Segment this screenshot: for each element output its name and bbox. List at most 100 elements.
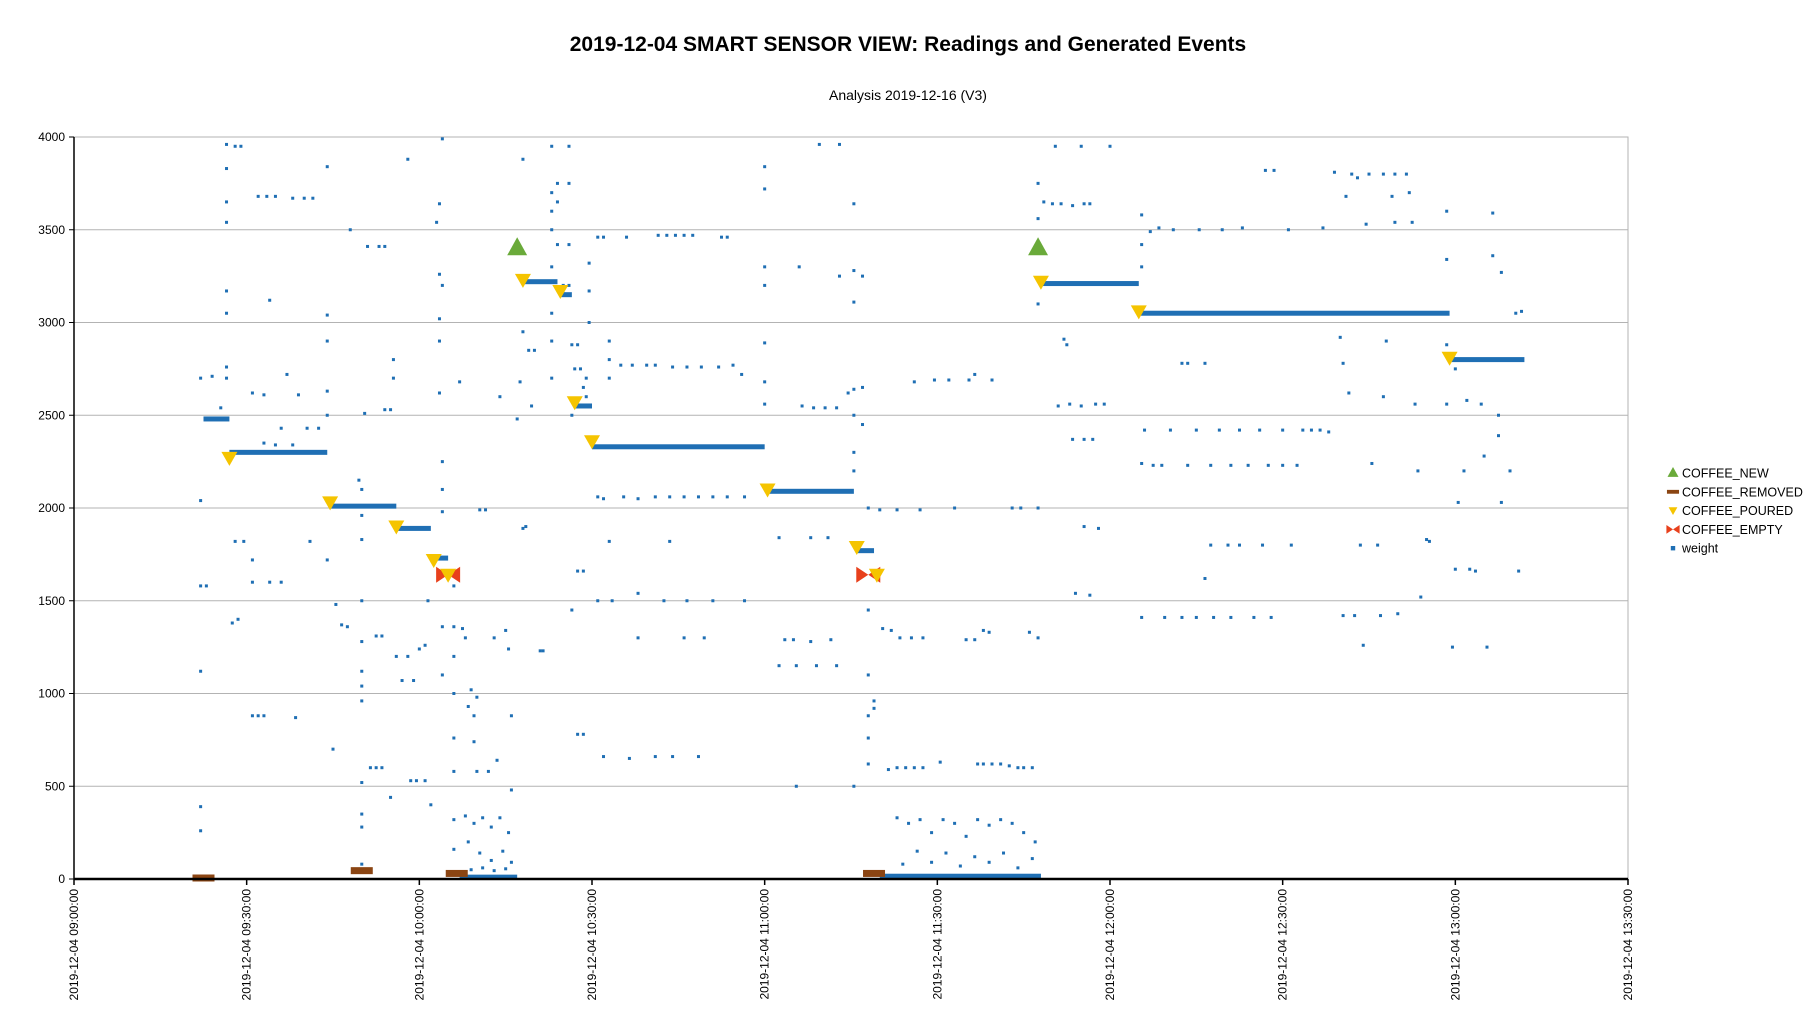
weight-point	[570, 608, 574, 612]
weight-point	[777, 536, 781, 540]
weight-point	[515, 417, 519, 421]
weight-point	[567, 283, 571, 287]
weight-point	[1396, 612, 1400, 616]
weight-point	[587, 321, 591, 324]
weight-point	[199, 805, 203, 809]
weight-point	[941, 818, 945, 822]
weight-point	[1065, 343, 1069, 347]
weight-point	[673, 233, 677, 237]
weight-point	[377, 244, 381, 248]
weight-point	[363, 411, 367, 415]
weight-point	[550, 311, 554, 315]
weight-point	[1341, 361, 1345, 365]
weight-point	[1258, 428, 1262, 432]
event-marker-coffee-poured	[566, 396, 583, 411]
weight-point	[990, 378, 994, 382]
event-marker-coffee-new	[507, 237, 528, 256]
weight-point	[964, 638, 968, 642]
weight-point	[743, 495, 747, 499]
weight-point	[478, 508, 482, 512]
legend-item-coffee-poured: COFFEE_POURED	[1668, 504, 1793, 518]
weight-point	[383, 408, 387, 412]
weight-point	[1108, 144, 1112, 148]
weight-point	[472, 740, 476, 744]
weight-point	[912, 766, 916, 770]
weight-point	[981, 762, 985, 766]
weight-point	[521, 157, 525, 161]
weight-point	[501, 849, 505, 853]
weight-point	[1301, 428, 1305, 432]
weight-point	[602, 497, 606, 501]
weight-point	[250, 714, 254, 718]
weight-point	[1425, 538, 1429, 542]
weight-point	[1036, 506, 1040, 510]
weight-point	[199, 584, 203, 588]
weight-point	[596, 235, 600, 239]
weight-point	[225, 289, 229, 293]
weight-point	[895, 766, 899, 770]
weight-point	[440, 460, 444, 464]
event-marker-coffee-poured	[322, 496, 339, 511]
weight-plateau	[1138, 310, 1450, 316]
y-tick-label: 4000	[38, 130, 65, 144]
weight-point	[1203, 576, 1207, 580]
weight-point	[702, 636, 706, 640]
weight-point	[1246, 463, 1250, 467]
weight-plateau	[229, 449, 328, 455]
weight-point	[636, 636, 640, 640]
weight-point	[607, 358, 611, 362]
weight-point	[570, 343, 574, 347]
weight-point	[990, 762, 994, 766]
weight-point	[627, 756, 631, 760]
weight-plateau	[459, 874, 518, 880]
legend-item-coffee-removed: COFFEE_REMOVED	[1666, 485, 1803, 499]
weight-point	[918, 818, 922, 822]
weight-point	[895, 816, 899, 820]
event-marker-coffee-empty	[856, 566, 869, 583]
weight-point	[409, 779, 413, 783]
weight-point	[602, 235, 606, 239]
weight-point	[1289, 543, 1293, 547]
weight-point	[777, 664, 781, 668]
weight-point	[345, 625, 349, 629]
weight-point	[225, 376, 229, 380]
weight-point	[656, 233, 660, 237]
weight-point	[699, 365, 703, 369]
weight-point	[1445, 257, 1449, 261]
weight-point	[573, 367, 577, 371]
weight-point	[374, 766, 378, 770]
weight-plateau	[330, 503, 397, 509]
weight-point	[1465, 398, 1469, 402]
weight-point	[400, 679, 404, 683]
weight-point	[1071, 204, 1075, 208]
weight-point	[817, 142, 821, 146]
y-tick-label: 2500	[38, 408, 65, 422]
weight-point	[380, 766, 384, 770]
weight-point	[426, 599, 430, 603]
weight-point	[440, 625, 444, 629]
weight-point	[685, 365, 689, 369]
weight-point	[567, 181, 571, 185]
event-marker-coffee-empty	[448, 566, 461, 583]
weight-point	[763, 165, 767, 169]
weight-point	[907, 821, 911, 825]
weight-point	[458, 380, 462, 384]
y-tick-label: 500	[45, 779, 65, 793]
y-tick-label: 3000	[38, 316, 65, 330]
weight-point	[581, 732, 585, 736]
weight-point	[823, 406, 827, 410]
weight-point	[256, 714, 260, 718]
weight-point	[671, 755, 675, 759]
weight-point	[909, 636, 913, 640]
weight-point	[783, 638, 787, 642]
weight-point	[1497, 413, 1500, 417]
weight-point	[1491, 254, 1495, 258]
weight-point	[763, 341, 767, 345]
event-series	[192, 237, 1458, 882]
weight-point	[1367, 172, 1371, 176]
weight-point	[1445, 209, 1449, 213]
weight-plateau	[879, 873, 1041, 879]
weight-point	[1194, 615, 1198, 619]
weight-point	[1059, 202, 1063, 206]
